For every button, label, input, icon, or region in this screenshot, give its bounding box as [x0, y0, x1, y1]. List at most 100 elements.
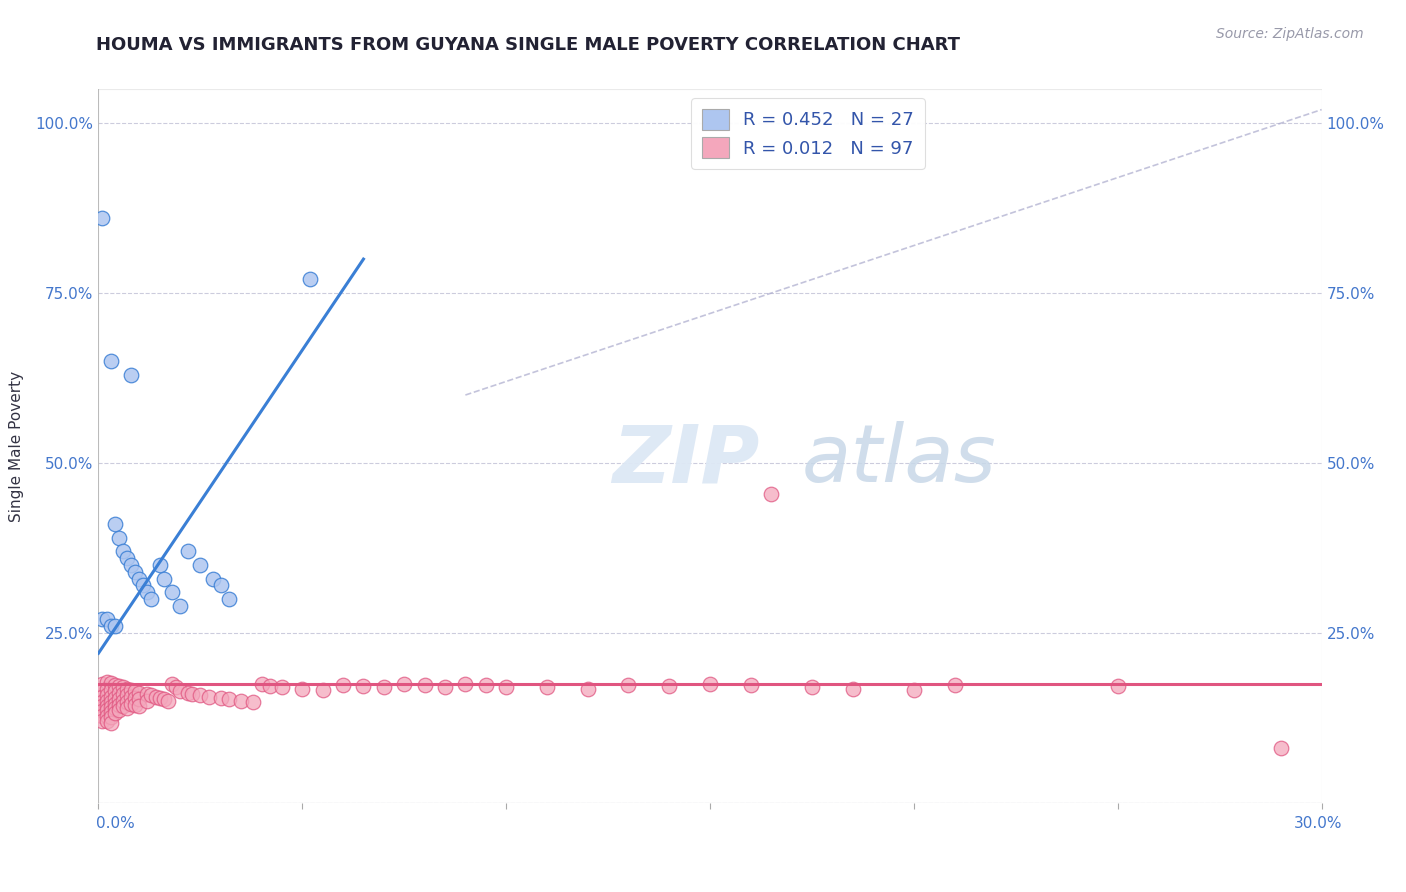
- Point: [104, 684, 127, 698]
- Point: [841, 681, 863, 696]
- Point: [903, 683, 925, 698]
- Point: [576, 681, 599, 696]
- Y-axis label: Single Male Poverty: Single Male Poverty: [10, 370, 24, 522]
- Point: [536, 680, 558, 694]
- Point: [188, 689, 212, 703]
- Point: [100, 676, 122, 690]
- Point: [91, 690, 114, 705]
- Point: [145, 690, 167, 704]
- Point: [91, 704, 114, 718]
- Point: [91, 683, 114, 698]
- Point: [943, 677, 966, 691]
- Point: [104, 517, 127, 532]
- Point: [111, 544, 134, 558]
- Point: [1270, 741, 1292, 756]
- Point: [115, 689, 138, 703]
- Point: [413, 678, 436, 692]
- Point: [120, 368, 142, 382]
- Point: [136, 694, 159, 708]
- Point: [658, 679, 681, 693]
- Point: [392, 677, 416, 691]
- Point: [160, 585, 183, 599]
- Point: [259, 679, 281, 693]
- Point: [165, 680, 187, 694]
- Point: [740, 678, 762, 692]
- Point: [454, 677, 477, 691]
- Point: [181, 687, 204, 701]
- Point: [801, 680, 824, 694]
- Point: [299, 272, 322, 286]
- Text: 0.0%: 0.0%: [96, 816, 135, 831]
- Point: [108, 531, 131, 545]
- Point: [100, 695, 122, 709]
- Point: [100, 690, 122, 704]
- Point: [128, 572, 150, 586]
- Point: [115, 700, 138, 714]
- Point: [100, 354, 122, 368]
- Point: [332, 677, 354, 691]
- Point: [242, 695, 264, 709]
- Point: [96, 694, 118, 708]
- Point: [91, 211, 114, 226]
- Point: [149, 558, 172, 572]
- Point: [291, 681, 314, 696]
- Point: [96, 674, 118, 689]
- Point: [128, 686, 150, 700]
- Point: [136, 687, 159, 701]
- Point: [201, 572, 224, 586]
- Point: [96, 698, 118, 713]
- Point: [104, 677, 127, 691]
- Point: [96, 703, 118, 717]
- Point: [156, 694, 179, 708]
- Point: [91, 714, 114, 729]
- Point: [96, 714, 118, 729]
- Point: [91, 677, 114, 691]
- Point: [104, 619, 127, 633]
- Point: [169, 683, 191, 698]
- Point: [128, 699, 150, 714]
- Point: [270, 680, 294, 694]
- Point: [111, 699, 134, 714]
- Point: [761, 486, 783, 500]
- Point: [104, 691, 127, 706]
- Point: [115, 695, 138, 709]
- Point: [96, 689, 118, 703]
- Point: [115, 551, 138, 566]
- Point: [373, 680, 395, 694]
- Point: [100, 700, 122, 714]
- Text: Source: ZipAtlas.com: Source: ZipAtlas.com: [1216, 27, 1364, 41]
- Point: [209, 691, 232, 706]
- Point: [100, 715, 122, 730]
- Point: [177, 544, 200, 558]
- Text: HOUMA VS IMMIGRANTS FROM GUYANA SINGLE MALE POVERTY CORRELATION CHART: HOUMA VS IMMIGRANTS FROM GUYANA SINGLE M…: [96, 36, 960, 54]
- Point: [132, 578, 155, 592]
- Point: [177, 686, 200, 700]
- Point: [91, 708, 114, 723]
- Point: [188, 558, 212, 572]
- Point: [218, 692, 240, 706]
- Point: [699, 677, 721, 691]
- Point: [128, 692, 150, 706]
- Point: [434, 680, 457, 694]
- Point: [218, 591, 240, 606]
- Point: [312, 683, 335, 698]
- Legend: R = 0.452   N = 27, R = 0.012   N = 97: R = 0.452 N = 27, R = 0.012 N = 97: [690, 98, 925, 169]
- Point: [617, 677, 640, 691]
- Point: [495, 680, 517, 694]
- Text: 30.0%: 30.0%: [1295, 816, 1343, 831]
- Point: [100, 683, 122, 698]
- Point: [136, 585, 159, 599]
- Point: [141, 591, 163, 606]
- Point: [141, 689, 163, 703]
- Point: [108, 679, 131, 693]
- Point: [160, 677, 183, 691]
- Point: [108, 698, 131, 712]
- Point: [124, 684, 146, 698]
- Point: [96, 612, 118, 626]
- Point: [152, 692, 174, 706]
- Point: [120, 558, 142, 572]
- Point: [108, 703, 131, 717]
- Point: [1107, 679, 1129, 693]
- Point: [111, 680, 134, 694]
- Text: atlas: atlas: [801, 421, 997, 500]
